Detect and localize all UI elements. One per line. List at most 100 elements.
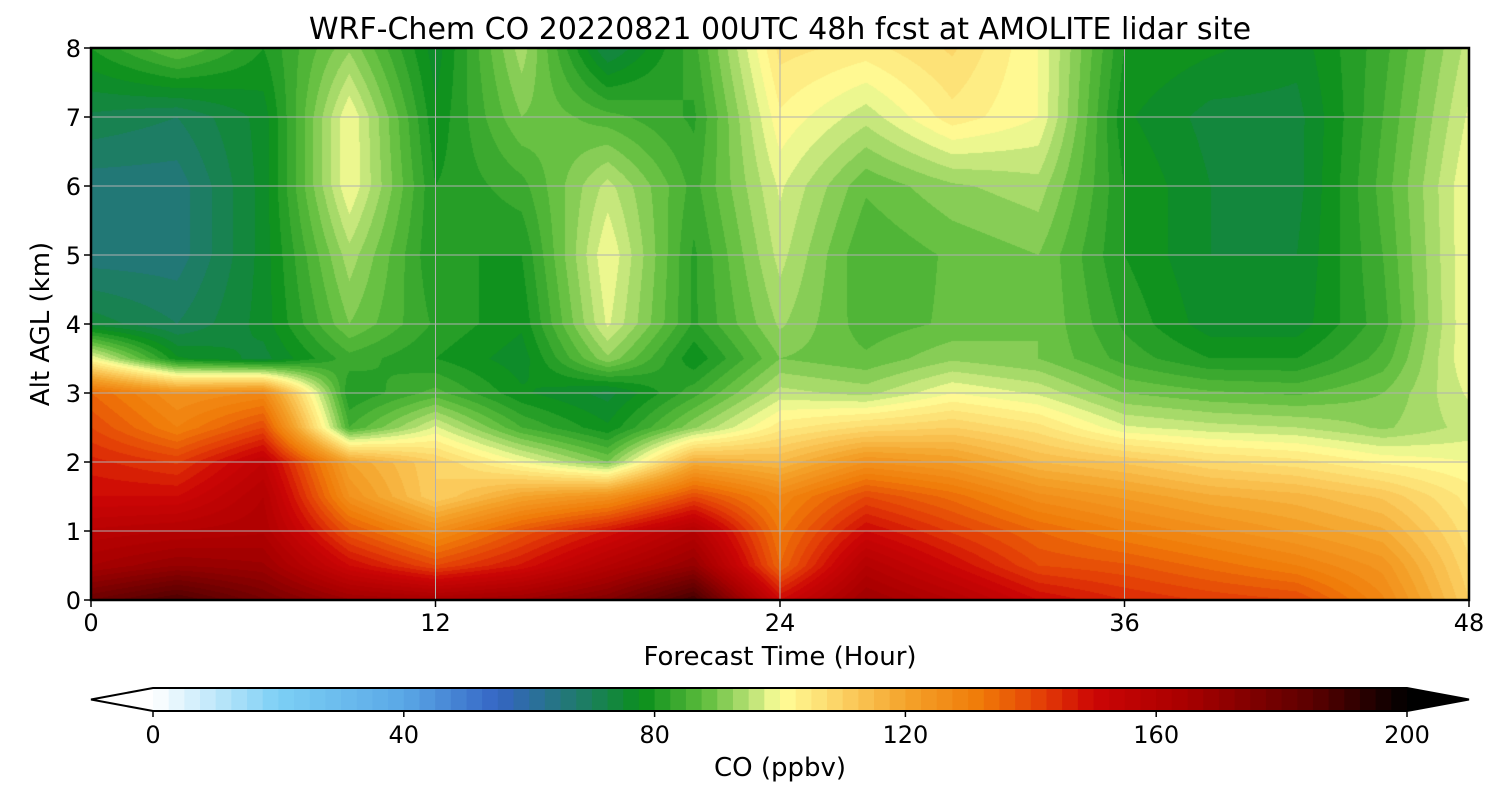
colorbar-tick-label: 0: [145, 721, 160, 749]
x-axis-label: Forecast Time (Hour): [643, 642, 916, 672]
x-tick-label: 0: [83, 609, 98, 637]
colorbar-segment: [1203, 688, 1220, 711]
colorbar-segment: [889, 688, 906, 711]
colorbar-segment: [952, 688, 969, 711]
colorbar-segment: [168, 688, 185, 711]
y-tick-label: 1: [66, 518, 81, 546]
colorbar-segment: [1312, 688, 1330, 711]
colorbar-segment: [1015, 688, 1032, 711]
colorbar-segment: [403, 688, 421, 711]
colorbar-segment: [1359, 688, 1377, 711]
colorbar-segment: [294, 688, 311, 711]
colorbar-segment: [262, 688, 279, 711]
colorbar-segment: [748, 688, 765, 711]
x-axis-ticks: 0 12 24 36 48: [83, 600, 1484, 637]
x-tick-label: 24: [765, 609, 796, 637]
colorbar-segment: [309, 688, 327, 711]
colorbar-segment: [685, 688, 703, 711]
colorbar-segment: [1156, 688, 1173, 711]
y-tick-label: 7: [66, 104, 81, 132]
y-tick-label: 0: [66, 587, 81, 615]
y-axis-ticks: 0 1 2 3 4 5 6 7 8: [66, 35, 91, 615]
colorbar-segment: [999, 688, 1016, 711]
colorbar-segment: [356, 688, 374, 711]
colorbar-segment: [325, 688, 342, 711]
colorbar-segment: [1187, 688, 1204, 711]
colorbar-tick-label: 80: [639, 721, 670, 749]
colorbar-segment: [1093, 688, 1110, 711]
colorbar-label: CO (ppbv): [714, 753, 846, 783]
colorbar-segment: [482, 688, 499, 711]
y-tick-label: 8: [66, 35, 81, 63]
colorbar-segment: [153, 688, 170, 711]
colorbar-segment: [1234, 688, 1251, 711]
colorbar-segment: [1391, 688, 1408, 711]
colorbar-segment: [372, 688, 389, 711]
y-tick-label: 2: [66, 449, 81, 477]
colorbar-segment: [795, 688, 812, 711]
colorbar-segment: [231, 688, 248, 711]
colorbar-segment: [544, 688, 562, 711]
colorbar-segment: [1124, 688, 1142, 711]
colorbar: 0 40 80 120 160 200: [90, 687, 1470, 749]
colorbar-segment: [874, 688, 891, 711]
colorbar-segment: [1328, 688, 1345, 711]
colorbar-segment: [921, 688, 938, 711]
colorbar-segment: [1062, 688, 1079, 711]
colorbar-segment: [278, 688, 295, 711]
colorbar-segment: [560, 688, 577, 711]
colorbar-extend-low: [91, 688, 153, 711]
colorbar-segment: [1140, 688, 1157, 711]
colorbar-segment: [1265, 688, 1283, 711]
colorbar-segment: [1344, 688, 1361, 711]
colorbar-segment: [1077, 688, 1095, 711]
y-axis-label: Alt AGL (km): [26, 242, 56, 406]
colorbar-segment: [968, 688, 985, 711]
colorbar-segment: [670, 688, 687, 711]
colorbar-segment: [717, 688, 734, 711]
colorbar-segment: [654, 688, 671, 711]
colorbar-segment: [701, 688, 718, 711]
colorbar-segment: [450, 688, 468, 711]
colorbar-segment: [780, 688, 797, 711]
colorbar-segment: [858, 688, 875, 711]
colorbar-segment: [513, 688, 530, 711]
colorbar-segment: [200, 688, 217, 711]
colorbar-segment: [184, 688, 201, 711]
colorbar-extend-high: [1407, 688, 1469, 711]
colorbar-segment: [1030, 688, 1048, 711]
colorbar-segment: [388, 688, 405, 711]
colorbar-segment: [1046, 688, 1063, 711]
x-tick-label: 48: [1454, 609, 1485, 637]
colorbar-segment: [1250, 688, 1267, 711]
colorbar-segment: [497, 688, 515, 711]
x-tick-label: 12: [420, 609, 451, 637]
colorbar-segment: [466, 688, 483, 711]
colorbar-segment: [529, 688, 546, 711]
colorbar-segment: [732, 688, 750, 711]
colorbar-segment: [1297, 688, 1314, 711]
colorbar-segment: [576, 688, 593, 711]
colorbar-segment: [983, 688, 1001, 711]
colorbar-segment: [607, 688, 624, 711]
colorbar-segment: [623, 688, 640, 711]
y-tick-label: 4: [66, 311, 81, 339]
y-tick-label: 5: [66, 242, 81, 270]
colorbar-segment: [435, 688, 452, 711]
colorbar-segment: [1218, 688, 1236, 711]
colorbar-segment: [1171, 688, 1189, 711]
colorbar-segment: [341, 688, 358, 711]
colorbar-segment: [591, 688, 609, 711]
colorbar-segment: [764, 688, 781, 711]
colorbar-tick-label: 160: [1133, 721, 1179, 749]
y-tick-label: 3: [66, 380, 81, 408]
colorbar-segment: [1281, 688, 1298, 711]
x-tick-label: 36: [1109, 609, 1140, 637]
colorbar-segment: [842, 688, 859, 711]
colorbar-segment: [936, 688, 954, 711]
colorbar-tick-label: 40: [389, 721, 420, 749]
colorbar-segment: [215, 688, 232, 711]
colorbar-segment: [638, 688, 656, 711]
